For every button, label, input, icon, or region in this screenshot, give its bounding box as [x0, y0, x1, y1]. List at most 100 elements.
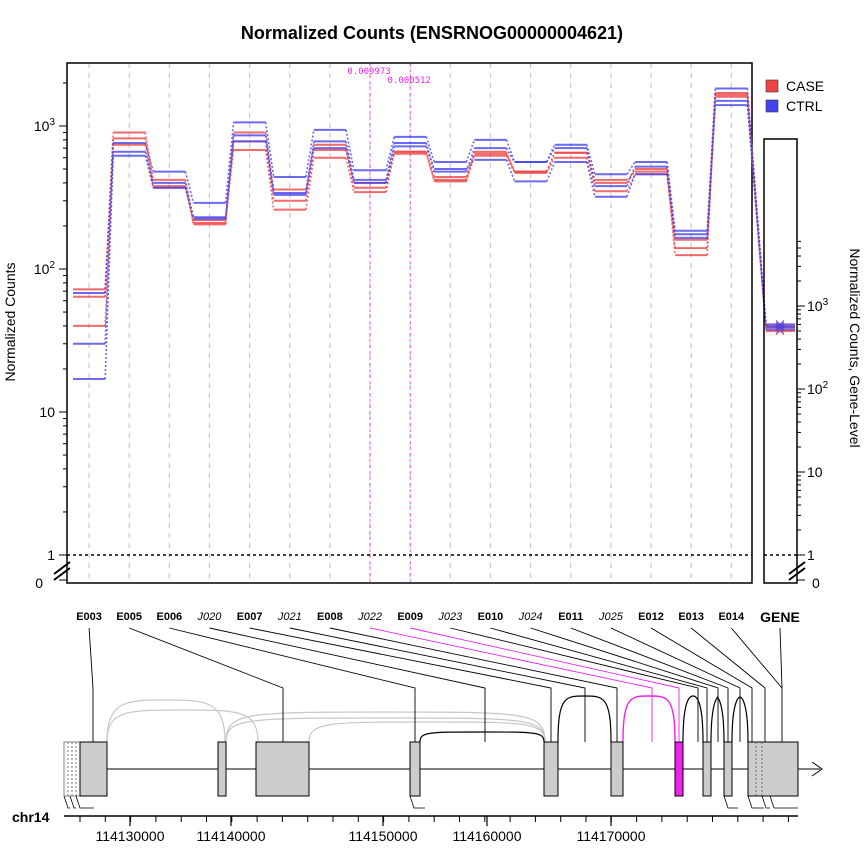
feature-label-e011: E011	[558, 611, 583, 623]
connector	[144, 155, 155, 188]
exon-foot-mark	[769, 795, 798, 809]
y-tick-label: 10	[39, 404, 55, 420]
feature-map-line-e011	[570, 627, 729, 742]
legend: CASE CTRL	[765, 78, 824, 114]
junction-arc-tested	[682, 695, 704, 743]
exon-foot-mark	[747, 795, 764, 809]
junction-arc-tested	[710, 696, 725, 743]
connector	[305, 157, 315, 210]
y-axis-label: Normalized Counts	[2, 262, 18, 381]
connector	[706, 105, 717, 235]
exon-box	[723, 741, 733, 797]
connector	[345, 157, 355, 193]
connector	[586, 157, 596, 192]
gene-panel-frame	[763, 138, 798, 584]
feature-map-line-e006	[169, 627, 416, 742]
feature-label-e012: E012	[638, 611, 664, 623]
feature-map-line-e005	[129, 627, 284, 742]
exon-foot-mark	[69, 795, 76, 809]
feature-label-e003: E003	[76, 611, 102, 623]
axis-break	[53, 561, 71, 575]
connector	[505, 147, 516, 163]
connector	[545, 144, 556, 163]
y-tick-label: 103	[34, 117, 56, 134]
feature-map-line-e010	[490, 627, 708, 742]
feature-label-e005: E005	[116, 611, 142, 623]
connector	[425, 146, 436, 170]
exon-foot-mark	[723, 795, 738, 809]
exon-box	[255, 741, 310, 797]
junction-arc	[225, 717, 546, 743]
connector	[626, 171, 636, 181]
genomic-tick-label: 114130000	[95, 828, 164, 844]
feature-label-j024: J024	[518, 611, 543, 623]
feature-map-line-j021	[289, 627, 586, 742]
connector	[264, 122, 275, 178]
exon-box-significant	[674, 741, 684, 797]
connector	[465, 155, 476, 182]
exon-foot-mark	[63, 795, 70, 809]
connector	[184, 171, 195, 204]
gene-y-tick-label-zero: 0	[812, 575, 820, 591]
connector	[345, 141, 355, 181]
legend-swatch-ctrl	[765, 99, 779, 113]
feature-map-line-j020	[209, 627, 486, 742]
feature-map-line-e007	[249, 627, 552, 742]
connector	[264, 141, 275, 194]
gene-y-tick-label: 103	[807, 297, 829, 314]
feature-map-line-j024	[530, 627, 719, 742]
genomic-tick-label: 114140000	[196, 828, 265, 844]
main-plot-frame	[66, 62, 753, 584]
connector	[305, 149, 315, 201]
connector	[345, 129, 355, 171]
connector	[264, 149, 275, 210]
exon-box	[747, 741, 799, 797]
feature-map-line-e008	[329, 627, 618, 742]
feature-labels: E003 E005 E006 J020 E007 J021 E008 J022 E009 J023…	[76, 609, 800, 625]
junction-arc	[106, 699, 226, 743]
junction-arc	[308, 721, 546, 743]
legend-swatch-case	[765, 79, 779, 93]
junction-arc	[225, 711, 546, 743]
connector	[545, 161, 556, 182]
gene-map-line	[779, 627, 783, 689]
gene-level-point	[775, 325, 785, 334]
y-axis-label-gene-level: Normalized Counts, Gene-Level	[847, 248, 863, 447]
strand-arrow-icon	[811, 761, 823, 777]
connector	[626, 166, 636, 187]
axis-break	[788, 561, 806, 575]
connector	[184, 187, 195, 219]
genomic-tick-label: 114170000	[576, 828, 645, 844]
exon-box	[543, 741, 559, 797]
connector	[666, 171, 676, 256]
series-ctrl-5	[73, 104, 748, 381]
y-tick-label: 1	[47, 547, 55, 563]
pvalue-label: 0.009973	[347, 67, 390, 77]
connector	[305, 141, 315, 195]
connector	[626, 173, 636, 192]
junction-arc-tested	[557, 695, 612, 743]
exon-box	[610, 741, 624, 797]
connector	[104, 155, 114, 380]
gene-y-tick-label: 102	[807, 380, 829, 397]
connector	[345, 147, 355, 184]
legend-label-ctrl: CTRL	[786, 98, 823, 114]
connector	[586, 144, 596, 175]
axis-break	[53, 567, 71, 581]
connector	[144, 151, 155, 184]
feature-label-e009: E009	[397, 611, 423, 623]
feature-map-line-j022	[369, 627, 653, 742]
feature-label-e006: E006	[156, 611, 182, 623]
chromosome-label: chr14	[12, 809, 50, 825]
connector	[425, 153, 436, 182]
feature-map-line-e013	[690, 627, 766, 742]
connector	[425, 151, 436, 178]
feature-label-j025: J025	[598, 611, 624, 623]
connector	[104, 151, 114, 344]
feature-map-line-e009	[410, 627, 680, 742]
connector	[586, 161, 596, 197]
connector	[425, 136, 436, 163]
genomic-tick-label: 114150000	[348, 828, 417, 844]
feature-label-e007: E007	[237, 611, 263, 623]
pvalue-label: 0.000512	[388, 76, 431, 86]
